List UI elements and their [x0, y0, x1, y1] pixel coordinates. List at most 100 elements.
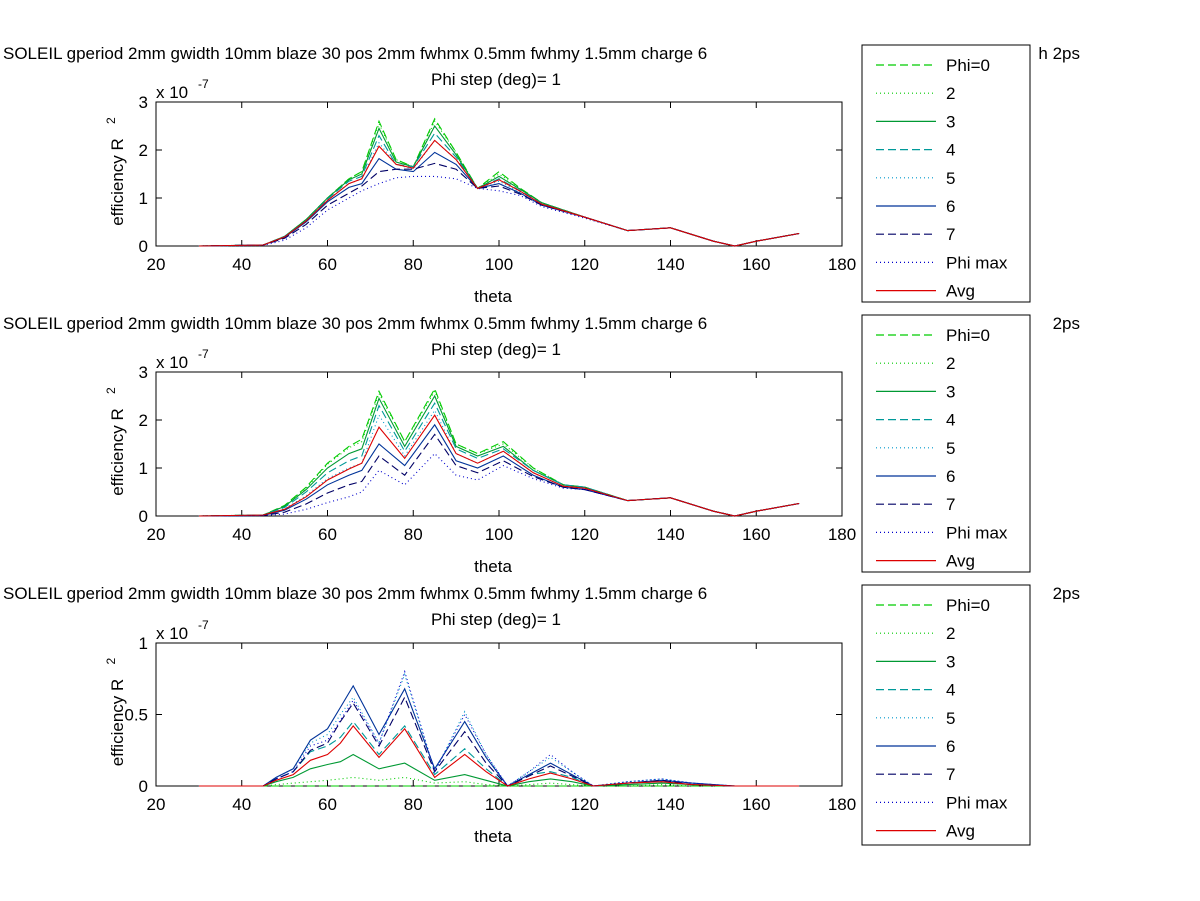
series-line-3 [198, 753, 800, 787]
y-tick-label: 2 [139, 411, 148, 430]
axes-box [155, 371, 843, 517]
plot-subtitle: Phi step (deg)= 1 [431, 610, 561, 629]
x-tick-label: 180 [828, 525, 856, 544]
legend-label: Phi max [946, 793, 1008, 812]
plot-title: SOLEIL gperiod 2mm gwidth 10mm blaze 30 … [3, 44, 707, 63]
legend-label: 6 [946, 197, 955, 216]
series-line-7 [198, 433, 800, 517]
legend-label: Avg [946, 282, 975, 301]
y-exponent-label: x 10 [156, 83, 188, 102]
y-axis-label: efficiency R [108, 138, 127, 226]
x-tick-label: 100 [485, 795, 513, 814]
legend-label: 2 [946, 624, 955, 643]
legend-label: 6 [946, 467, 955, 486]
x-tick-label: 140 [656, 795, 684, 814]
legend-label: Phi=0 [946, 596, 990, 615]
y-axis-label-group: efficiency R 2 [104, 117, 127, 226]
y-tick-label: 1 [139, 634, 148, 653]
series-line-8 [198, 669, 800, 787]
legend-label: 5 [946, 169, 955, 188]
legend-label: 4 [946, 141, 955, 160]
x-tick-label: 60 [318, 795, 337, 814]
series-line-7 [198, 162, 800, 247]
x-tick-label: 100 [485, 255, 513, 274]
x-axis-label: theta [474, 557, 512, 576]
legend-label: Avg [946, 552, 975, 571]
y-axis-label: efficiency R [108, 679, 127, 767]
series-line-9 [198, 725, 800, 787]
y-exponent-sup: -7 [198, 618, 209, 632]
legend-label: 6 [946, 737, 955, 756]
legend-label: 3 [946, 112, 955, 131]
x-tick-label: 60 [318, 255, 337, 274]
legend-box [861, 314, 1031, 573]
x-tick-label: 40 [232, 255, 251, 274]
series-line-9 [198, 414, 800, 517]
series-line-6 [198, 151, 800, 247]
y-tick-label: 0 [139, 777, 148, 796]
series-line-3 [198, 394, 800, 517]
x-tick-label: 80 [404, 795, 423, 814]
series-line-1 [198, 117, 800, 247]
legend-label: 2 [946, 84, 955, 103]
legend: Phi=0 2 3 4 5 6 7 Phi max Avg [861, 314, 1031, 573]
x-tick-label: 40 [232, 795, 251, 814]
y-exponent-sup: -7 [198, 347, 209, 361]
x-axis-label: theta [474, 287, 512, 306]
series-line-6 [198, 684, 800, 787]
x-axis-label: theta [474, 827, 512, 846]
legend-label: Phi max [946, 523, 1008, 542]
series-line-5 [198, 139, 800, 247]
legend-label: 2 [946, 354, 955, 373]
legend-label: 3 [946, 652, 955, 671]
x-tick-label: 100 [485, 525, 513, 544]
series-line-4 [198, 132, 800, 247]
axes-box [155, 642, 843, 787]
series-line-4 [198, 402, 800, 517]
series-line-5 [198, 672, 800, 787]
y-tick-label: 3 [139, 363, 148, 382]
plot-title: SOLEIL gperiod 2mm gwidth 10mm blaze 30 … [3, 314, 707, 333]
x-tick-label: 160 [742, 255, 770, 274]
legend-label: Phi=0 [946, 56, 990, 75]
y-axis-label-sup: 2 [104, 387, 118, 394]
subplot-1: SOLEIL gperiod 2mm gwidth 10mm blaze 30 … [3, 44, 1080, 306]
legend: Phi=0 2 3 4 5 6 7 Phi max Avg [861, 584, 1031, 846]
y-exponent-label: x 10 [156, 353, 188, 372]
y-axis-label-group: efficiency R 2 [104, 658, 127, 767]
y-tick-label: 0 [139, 237, 148, 256]
x-tick-label: 60 [318, 525, 337, 544]
x-tick-label: 160 [742, 525, 770, 544]
legend-label: 4 [946, 411, 955, 430]
x-tick-label: 140 [656, 525, 684, 544]
legend-label: 3 [946, 382, 955, 401]
legend-label: 5 [946, 439, 955, 458]
legend-label: Avg [946, 822, 975, 841]
x-tick-label: 120 [571, 255, 599, 274]
x-tick-label: 120 [571, 795, 599, 814]
series-line-4 [198, 720, 800, 787]
x-tick-label: 40 [232, 525, 251, 544]
legend-box [861, 44, 1031, 303]
legend: Phi=0 2 3 4 5 6 7 Phi max Avg [861, 44, 1031, 303]
x-tick-label: 180 [828, 795, 856, 814]
y-axis-label: efficiency R [108, 408, 127, 496]
legend-box [861, 584, 1031, 846]
x-tick-label: 20 [147, 255, 166, 274]
subplot-2: SOLEIL gperiod 2mm gwidth 10mm blaze 30 … [3, 314, 1080, 576]
x-tick-label: 20 [147, 525, 166, 544]
x-tick-label: 80 [404, 255, 423, 274]
y-tick-label: 1 [139, 459, 148, 478]
y-tick-label: 1 [139, 189, 148, 208]
legend-label: 7 [946, 225, 955, 244]
legend-label: 5 [946, 709, 955, 728]
plot-title-end: 2ps [1053, 584, 1080, 603]
plot-subtitle: Phi step (deg)= 1 [431, 340, 561, 359]
legend-label: 7 [946, 495, 955, 514]
legend-label: Phi=0 [946, 326, 990, 345]
plot-subtitle: Phi step (deg)= 1 [431, 70, 561, 89]
x-tick-label: 140 [656, 255, 684, 274]
x-tick-label: 80 [404, 525, 423, 544]
x-tick-label: 180 [828, 255, 856, 274]
